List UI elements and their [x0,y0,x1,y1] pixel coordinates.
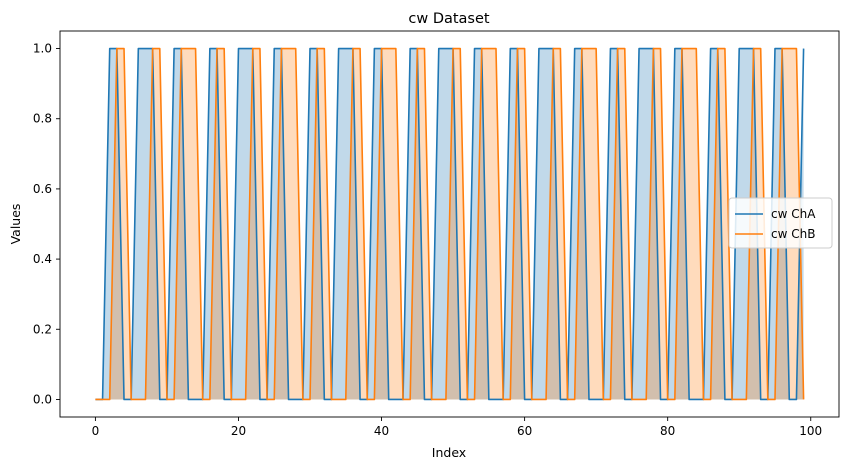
y-axis-ticks: 0.0 0.2 0.4 0.6 0.8 1.0 [33,42,60,406]
legend-label-cw-chb: cw ChB [771,227,815,241]
x-axis-ticks: 0 20 40 60 80 100 [92,417,822,438]
y-tick-label: 0.4 [33,252,52,266]
x-tick-label: 60 [517,424,532,438]
x-axis-label: Index [432,445,466,460]
y-tick-label: 1.0 [33,42,52,56]
y-tick-label: 0.8 [33,112,52,126]
plot-frame [59,30,840,418]
x-tick-label: 0 [92,424,100,438]
x-tick-label: 40 [374,424,389,438]
y-tick-label: 0.2 [33,322,52,336]
x-tick-label: 20 [231,424,246,438]
y-tick-label: 0.6 [33,182,52,196]
y-axis-label: Values [8,204,23,245]
series-line-cw-chb [95,47,805,401]
legend-label-cw-cha: cw ChA [771,207,816,221]
legend: cw ChA cw ChB [728,197,833,249]
chart-title: cw Dataset [408,11,490,27]
series-lines [95,47,805,401]
x-tick-label: 80 [660,424,675,438]
y-tick-label: 0.0 [33,392,52,406]
legend-frame [728,197,833,249]
series-line-cw-cha [95,47,805,401]
x-tick-label: 100 [799,424,822,438]
